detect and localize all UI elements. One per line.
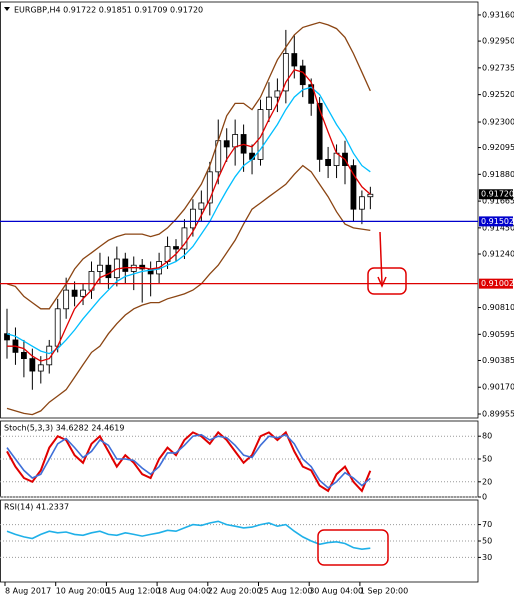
pane-border (0, 1, 479, 419)
y-tick-label: 0.92520 (482, 90, 514, 99)
candle-body (122, 258, 129, 272)
y-tick-label: 0.93160 (482, 10, 514, 19)
candle-body (274, 90, 281, 98)
y-tick-label: 0.92735 (482, 63, 514, 72)
candle-body (97, 264, 103, 272)
candle-body (54, 308, 61, 347)
x-tick-label: 15 Aug 12:00 (106, 587, 160, 596)
level-label: 0.91002 (481, 279, 514, 288)
candle-body (71, 289, 78, 297)
candle-body (232, 134, 239, 148)
stoch-title: Stoch(5,3,3) 34.6282 24.4619 (4, 424, 124, 433)
indicator-line (6, 164, 371, 416)
y-tick-label: 0.90385 (482, 356, 514, 365)
candle-body (189, 208, 196, 229)
y-tick-label: 0.92950 (482, 37, 514, 46)
x-tick-label: 1 Sep 20:00 (360, 587, 408, 596)
y-tick-label: 0.90170 (482, 383, 514, 392)
x-tick-label: 10 Aug 20:00 (56, 587, 110, 596)
y-tick-label: 0.92300 (482, 118, 514, 127)
y-tick-label: 0.91450 (482, 223, 514, 232)
y-tick-label: 0.92095 (482, 143, 514, 152)
candle-body (291, 53, 298, 67)
candle-body (308, 84, 315, 104)
annotation-box (367, 267, 407, 295)
x-tick-label: 30 Aug 04:00 (309, 587, 363, 596)
level-label: 0.91502 (481, 217, 514, 226)
y-tick-label: 0.90595 (482, 330, 514, 339)
annotation-arrowhead (377, 276, 387, 288)
candle-body (37, 364, 44, 372)
menu-triangle (4, 7, 10, 11)
candle-body (223, 140, 230, 148)
candle-body (63, 289, 70, 310)
chart-title: EURGBP,H4 0.91722 0.91851 0.91709 0.9172… (14, 6, 203, 15)
last-price-box (479, 189, 513, 200)
candle-body (20, 351, 27, 360)
y-tick-label: 0.91880 (482, 170, 514, 179)
candle-body (299, 65, 306, 86)
x-tick-label: 18 Aug 04:00 (157, 587, 211, 596)
level-box (479, 216, 513, 227)
candle-body (29, 358, 36, 372)
candle-body (105, 264, 112, 279)
x-tick-label: 8 Aug 2017 (5, 587, 51, 596)
indicator-line (7, 68, 371, 362)
candle-body (173, 246, 179, 250)
annotation-arrow (379, 231, 383, 285)
y-tick-label: 50 (482, 455, 492, 464)
candle-body (206, 171, 213, 204)
candle-body (367, 193, 374, 198)
y-tick-label: 80 (482, 432, 492, 441)
candle-body (350, 165, 357, 210)
x-tick-label: 22 Aug 20:00 (208, 587, 262, 596)
candle-body (358, 196, 365, 210)
y-tick-label: 0 (482, 493, 487, 502)
oscillator-line (6, 433, 371, 489)
x-tick-label: 25 Aug 12:00 (259, 587, 313, 596)
candle-body (181, 227, 188, 250)
candle-body (316, 102, 323, 160)
y-tick-label: 0.91665 (482, 197, 514, 206)
y-tick-label: 0.91240 (482, 250, 514, 259)
last-price-label: 0.91720 (481, 190, 514, 199)
candle-body (198, 202, 205, 210)
y-tick-label: 70 (482, 520, 492, 529)
candle-body (80, 289, 86, 297)
oscillator-line (6, 430, 372, 493)
candle-body (266, 96, 272, 110)
candle-body (282, 53, 289, 92)
rsi-title: RSI(14) 41.2337 (4, 503, 69, 512)
indicator-line (6, 21, 371, 310)
y-tick-label: 0.90810 (482, 303, 514, 312)
level-box (479, 278, 513, 289)
candle-body (325, 158, 332, 167)
y-tick-label: 50 (482, 537, 492, 546)
oscillator-line (6, 520, 371, 551)
candle-body (257, 109, 264, 160)
y-tick-label: 20 (482, 477, 492, 486)
annotation-box (317, 529, 389, 566)
indicator-line (6, 86, 371, 355)
y-tick-label: 0.89955 (482, 410, 514, 419)
y-tick-label: 30 (482, 553, 492, 562)
